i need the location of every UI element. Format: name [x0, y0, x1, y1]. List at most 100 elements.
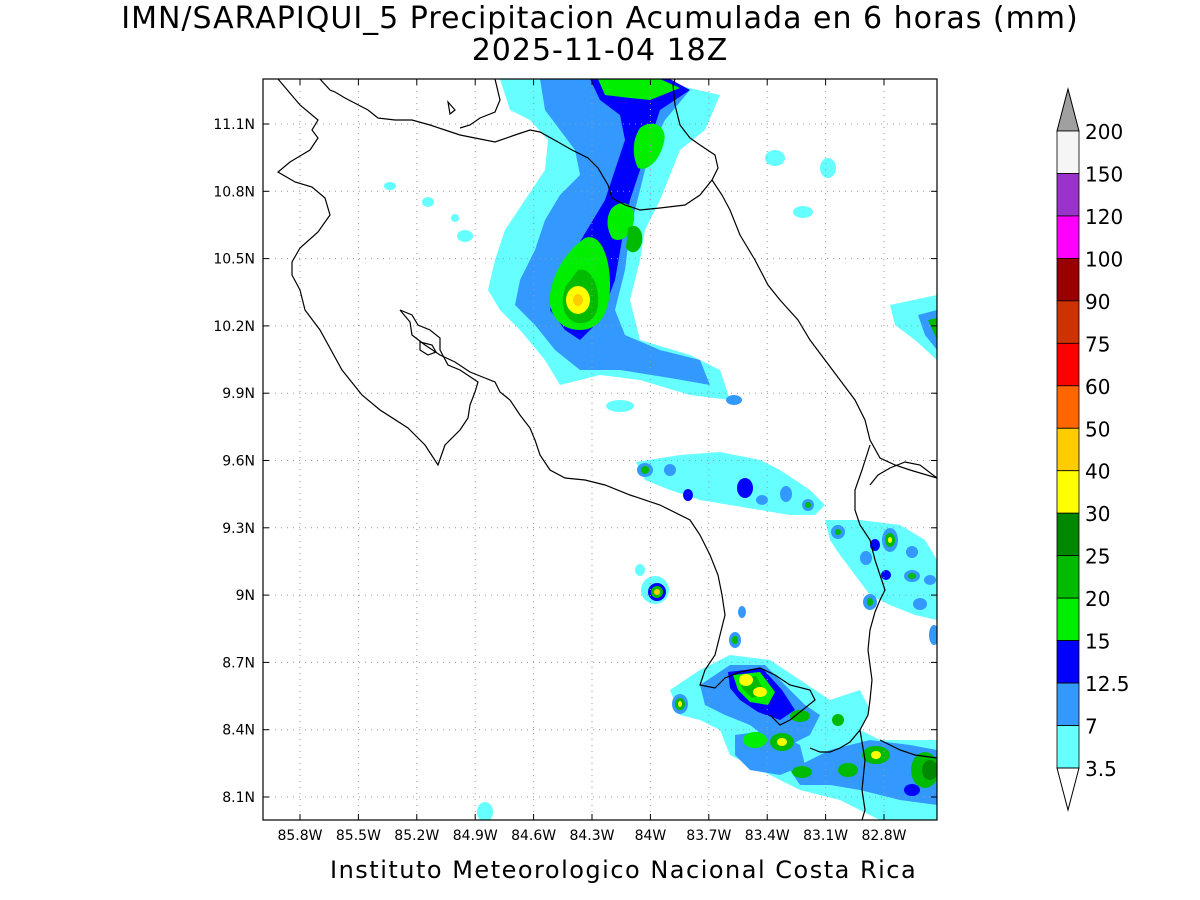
- rain-spot-6: [765, 150, 785, 166]
- rain-core-north-2: [633, 123, 665, 169]
- rain-cell-5: [906, 546, 918, 558]
- rain-peak-south-3: [777, 738, 787, 746]
- rain-cell-8: [924, 575, 936, 585]
- colorbar-swatch: [1056, 173, 1080, 217]
- colorbar-swatch: [1056, 640, 1080, 684]
- lon-tick-label: 82.8W: [861, 828, 906, 844]
- rain-cell-south-n1-core: [732, 636, 738, 644]
- rain-cell-11: [929, 625, 937, 645]
- colorbar-swatch: [1056, 555, 1080, 599]
- rain-peak-south-1: [739, 674, 753, 686]
- rain-spot-20: [477, 802, 493, 820]
- nicaragua-border: [319, 79, 719, 211]
- rain-core-south-6: [832, 714, 844, 726]
- map-title: IMN/SARAPIQUI_5 Precipitacion Acumulada …: [121, 1, 1079, 36]
- rain-cell-7-core: [908, 573, 916, 579]
- rain-cell-south-e: [904, 784, 920, 796]
- rain-cell-south-w-peak: [678, 701, 682, 707]
- rain-core-north-3: [607, 203, 635, 240]
- map-frame: [262, 78, 938, 821]
- lat-tick-label: 10.5N: [213, 252, 255, 268]
- rain-spot-18: [805, 502, 811, 508]
- san-juan-river: [672, 79, 691, 139]
- rain-cell-south-n2: [738, 606, 746, 618]
- lon-tick-label: 85.5W: [336, 828, 381, 844]
- rain-area-central: [636, 452, 825, 515]
- colorbar-under-triangle: [1056, 767, 1080, 812]
- pacific-coast: [399, 309, 816, 726]
- panama-border: [809, 444, 886, 753]
- colorbar-label: 200: [1085, 120, 1123, 144]
- rain-spot-2: [422, 197, 434, 207]
- axis-ticks: 11.1N 10.8N 10.5N 10.2N 9.9N 9.6N 9.3N 9N 8.7N 8.…: [213, 79, 937, 844]
- colorbar-label: 60: [1085, 375, 1110, 399]
- lon-tick-label: 83.7W: [686, 828, 731, 844]
- lat-tick-label: 11.1N: [213, 117, 255, 133]
- colorbar-swatch: [1056, 342, 1080, 387]
- colorbar-label: 20: [1085, 587, 1110, 611]
- colorbar-swatch: [1056, 682, 1080, 726]
- lat-tick-label: 8.1N: [222, 790, 255, 806]
- rain-cell-1-core: [835, 529, 841, 535]
- colorbar-label: 90: [1085, 290, 1110, 314]
- rain-core-north-4: [626, 225, 643, 253]
- colorbar-swatch: [1056, 512, 1080, 557]
- colorbar-label: 30: [1085, 502, 1110, 526]
- colorbar-label: 12.5: [1085, 672, 1130, 696]
- colorbar-label: 40: [1085, 460, 1110, 484]
- lat-tick-label: 9.6N: [222, 454, 255, 470]
- colorbar-label: 3.5: [1085, 757, 1117, 781]
- map-datetime: 2025-11-04 18Z: [471, 33, 729, 68]
- caribbean-coast: [711, 179, 937, 479]
- colorbar-swatch: [1056, 385, 1080, 429]
- lat-tick-label: 9.3N: [222, 521, 255, 537]
- rain-spot-4: [451, 214, 459, 222]
- rain-cell-2: [860, 551, 872, 565]
- lon-tick-label: 84.9W: [453, 828, 498, 844]
- lon-tick-label: 84W: [635, 828, 667, 844]
- rain-spot-12: [664, 464, 676, 476]
- rain-spot-19: [635, 564, 645, 576]
- institution-footer: Instituto Meteorologico Nacional Costa R…: [330, 856, 918, 884]
- rain-spot-14: [737, 478, 753, 498]
- rain-core-south-5: [790, 710, 810, 722]
- lon-tick-label: 84.3W: [569, 828, 614, 844]
- rain-cell-isolated-peak: [654, 589, 660, 595]
- rain-spot-3: [457, 230, 473, 242]
- lon-tick-label: 85.2W: [394, 828, 439, 844]
- rain-cell-9-core: [867, 598, 873, 606]
- colorbar-label: 50: [1085, 417, 1110, 441]
- rain-core-east: [928, 318, 937, 340]
- rain-cell-10: [913, 598, 927, 610]
- colorbar-label: 100: [1085, 247, 1123, 271]
- colorbar-swatch: [1056, 427, 1080, 472]
- rain-cell-6: [881, 570, 891, 580]
- colorbar-label: 15: [1085, 630, 1110, 654]
- colorbar-swatch: [1056, 470, 1080, 514]
- rain-core-south-7: [792, 766, 812, 778]
- rain-spot-16: [780, 486, 792, 502]
- nicoya-coast: [276, 79, 479, 467]
- colorbar-label: 25: [1085, 545, 1110, 569]
- rain-spot-13: [683, 489, 693, 501]
- colorbar-swatch: [1056, 215, 1080, 259]
- rain-peak-south-2: [753, 687, 767, 697]
- rain-peak-north-center: [573, 294, 583, 306]
- precipitation-fields: [384, 79, 937, 820]
- lon-tick-label: 83.4W: [745, 828, 790, 844]
- islet: [447, 100, 456, 116]
- chiriqui-coast: [879, 739, 937, 759]
- rain-spot-8: [606, 400, 634, 412]
- lat-tick-label: 8.7N: [222, 655, 255, 671]
- lon-tick-label: 84.6W: [511, 828, 556, 844]
- colorbar-label: 150: [1085, 162, 1123, 186]
- colorbar-swatch: [1056, 257, 1080, 302]
- rain-cell-4-peak: [888, 537, 892, 543]
- lon-tick-label: 85.8W: [277, 828, 322, 844]
- rain-spot-1: [384, 182, 396, 190]
- rain-spot-11: [641, 466, 649, 474]
- lake-shore: [459, 79, 501, 129]
- rain-spot-5: [820, 158, 836, 178]
- rain-core-south-8: [838, 763, 858, 777]
